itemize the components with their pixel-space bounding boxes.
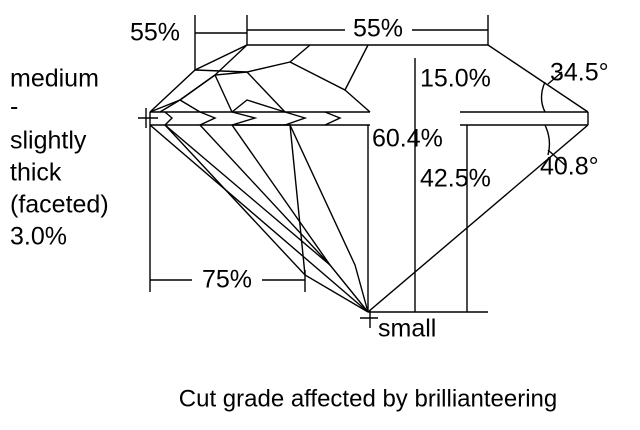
crown-angle-label: 34.5° (550, 59, 609, 87)
girdle-label: slightly (10, 127, 87, 155)
total-depth-label: 60.4% (372, 125, 443, 153)
culet-label: small (378, 315, 436, 343)
lower-half-label: 75% (202, 266, 252, 294)
table-label: 55% (353, 15, 403, 43)
caption: Cut grade affected by brillianteering (179, 385, 557, 412)
girdle-label: medium (10, 65, 99, 93)
girdle-label: (faceted) (10, 191, 109, 219)
pavilion-depth-label: 42.5% (420, 165, 491, 193)
girdle-label: thick (10, 159, 62, 187)
girdle-label: 3.0% (10, 223, 67, 251)
crown-star-label: 55% (130, 19, 180, 47)
diamond-outline (149, 44, 589, 313)
measurement-lines (138, 15, 566, 328)
crown-height-label: 15.0% (420, 65, 491, 93)
girdle-label: - (10, 93, 18, 121)
pavilion-angle-label: 40.8° (540, 153, 599, 181)
